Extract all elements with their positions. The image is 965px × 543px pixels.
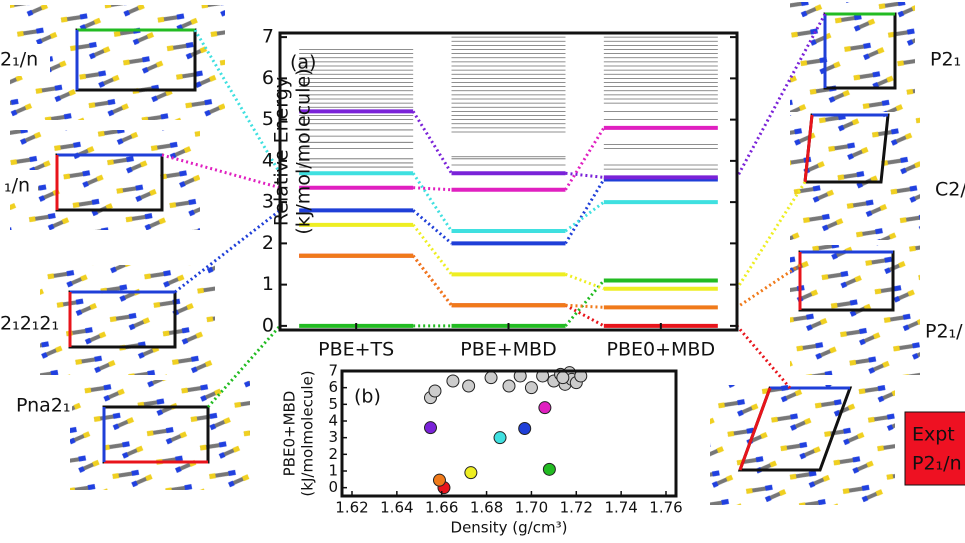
crystal — [710, 385, 895, 505]
y-tick-label: 2 — [328, 445, 338, 463]
panel-label: (a) — [290, 52, 316, 74]
point — [484, 371, 498, 385]
crystal-connector — [735, 324, 792, 389]
x-tick-label: PBE+TS — [318, 339, 394, 361]
crystal-images — [10, 2, 965, 505]
structure-label: P2₁/ — [925, 321, 963, 343]
structure-label: P2₁/n — [912, 453, 962, 475]
crystal-connector — [735, 13, 827, 179]
level-connector — [565, 171, 604, 179]
level-connector — [411, 172, 453, 232]
y-tick-label: 0 — [328, 478, 338, 496]
point — [464, 466, 478, 480]
level-connector — [564, 127, 606, 191]
point — [542, 462, 556, 476]
structure-label: Pna2₁ — [16, 395, 71, 417]
level-connector — [413, 186, 452, 192]
point — [556, 371, 570, 385]
x-tick-label: PBE0+MBD — [607, 339, 716, 361]
plot-frame — [278, 31, 739, 332]
y-axis-label: (kJ/mol/molecule) — [293, 68, 315, 234]
level-connector — [412, 209, 453, 245]
point — [424, 421, 437, 435]
x-tick-label: 1.76 — [649, 499, 682, 517]
crystal — [40, 265, 215, 375]
structure-label: C2/ — [935, 179, 965, 201]
x-tick-label: 1.64 — [380, 499, 413, 517]
label-bg — [930, 174, 965, 206]
level-connector — [564, 272, 605, 291]
level-connector — [564, 303, 605, 328]
level-connector — [565, 303, 604, 309]
y-tick-label: 2 — [262, 232, 274, 254]
y-axis-label: (kJ/molmolecule) — [299, 370, 317, 496]
point — [538, 401, 552, 415]
level-connector — [564, 178, 606, 245]
y-tick-label: 4 — [262, 149, 274, 171]
y-tick-label: 4 — [328, 412, 338, 430]
x-tick-label: 1.62 — [335, 499, 368, 517]
label-bg — [0, 44, 50, 76]
x-axis-label: Density (g/cm³) — [451, 519, 568, 537]
structure-label: 2₁/n — [0, 49, 38, 71]
label-bg — [0, 170, 38, 202]
point — [462, 379, 476, 393]
x-tick-label: 1.68 — [470, 499, 503, 517]
structure-labels: 2₁/n ₁/n 2₁2₁2₁ Pna2₁ P2₁ C2/ P2₁/ Expt … — [0, 44, 965, 475]
x-tick-label: PBE+MBD — [460, 339, 556, 361]
y-tick-label: 5 — [262, 108, 274, 130]
point — [493, 431, 507, 445]
point — [446, 374, 460, 388]
y-tick-label: 6 — [328, 378, 338, 396]
y-tick-label: 5 — [328, 395, 338, 413]
crystal-connector — [161, 153, 281, 190]
point — [432, 473, 446, 487]
crystal — [10, 130, 200, 230]
x-tick-label: 1.70 — [515, 499, 548, 517]
level-connector — [411, 223, 453, 276]
y-tick-label: 3 — [262, 191, 274, 213]
y-tick-label: 1 — [328, 462, 338, 480]
structure-label: 2₁2₁2₁ — [0, 313, 59, 335]
x-tick-label: 1.72 — [560, 499, 593, 517]
level-connector — [411, 254, 453, 307]
y-tick-label: 0 — [262, 314, 274, 336]
label-bg — [925, 44, 965, 76]
point — [428, 384, 442, 398]
level-connector — [411, 110, 453, 175]
crystal — [790, 115, 920, 240]
y-tick-label: 1 — [262, 273, 274, 295]
y-tick-label: 3 — [328, 428, 338, 446]
x-tick-label: 1.66 — [425, 499, 458, 517]
plot-frame — [340, 369, 678, 498]
level-connector — [564, 200, 605, 233]
y-tick-label: 7 — [328, 362, 338, 380]
structure-label: P2₁ — [930, 49, 961, 71]
y-tick-label: 7 — [262, 26, 274, 48]
crystal-connector — [206, 324, 282, 408]
crystal — [70, 380, 250, 490]
y-axis-label: PBE0+MBD — [281, 391, 299, 477]
point — [518, 422, 532, 435]
label-bg — [0, 308, 66, 340]
label-bg — [920, 316, 965, 348]
label-bg — [12, 390, 72, 420]
crystal-connector — [735, 181, 807, 290]
point — [524, 381, 538, 395]
structure-label: Expt — [912, 424, 955, 446]
panel-label: (b) — [354, 386, 381, 408]
y-tick-label: 6 — [262, 67, 274, 89]
y-axis-label: Relative Energy — [271, 77, 293, 226]
x-tick-label: 1.74 — [604, 499, 637, 517]
expt-box — [904, 411, 965, 486]
crystal-connector — [174, 209, 281, 294]
point — [502, 379, 516, 393]
structure-label: ₁/n — [4, 175, 30, 197]
